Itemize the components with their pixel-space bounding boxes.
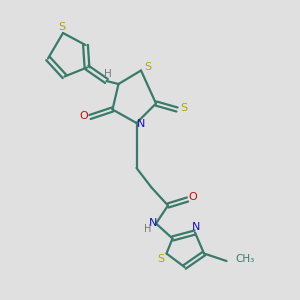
Text: S: S bbox=[144, 62, 151, 72]
Text: CH₃: CH₃ bbox=[235, 254, 254, 265]
Text: N: N bbox=[192, 221, 201, 232]
Text: S: S bbox=[158, 254, 165, 264]
Text: S: S bbox=[180, 103, 187, 113]
Text: N: N bbox=[149, 218, 157, 228]
Text: S: S bbox=[58, 22, 65, 32]
Text: O: O bbox=[188, 191, 197, 202]
Text: H: H bbox=[104, 69, 112, 79]
Text: O: O bbox=[79, 110, 88, 121]
Text: N: N bbox=[137, 118, 145, 129]
Text: H: H bbox=[144, 224, 151, 234]
